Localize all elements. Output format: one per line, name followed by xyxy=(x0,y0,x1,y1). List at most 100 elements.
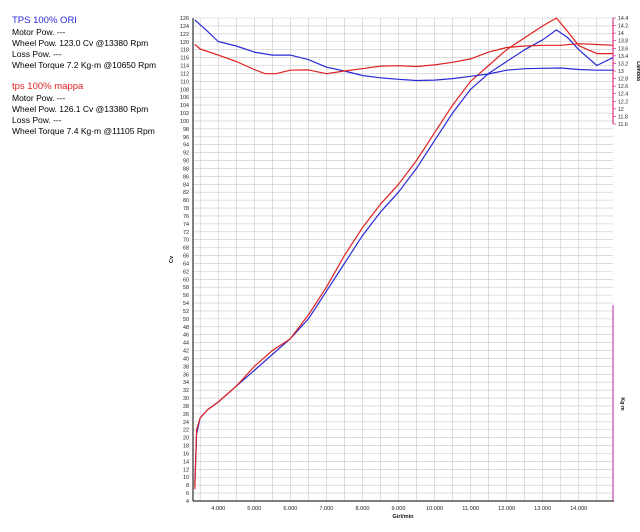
y-tick-label: 54 xyxy=(183,301,189,307)
legend-mappa: tps 100% mappa Motor Pow. --- Wheel Pow.… xyxy=(12,80,155,137)
x-tick-label: 8.000 xyxy=(355,506,369,512)
y-tick-label: 40 xyxy=(183,356,189,362)
y-tick-label: 8 xyxy=(186,483,189,489)
y-tick-label: 62 xyxy=(183,269,189,275)
legend-mappa-motor-pow: Motor Pow. --- xyxy=(12,93,66,103)
y-tick-label: 4 xyxy=(186,499,189,505)
y-tick-label: 20 xyxy=(183,436,189,442)
lambda-tick-label: 13.2 xyxy=(618,61,628,67)
y-tick-label: 6 xyxy=(186,491,189,497)
lambda-tick-label: 12.2 xyxy=(618,99,628,105)
y-tick-label: 106 xyxy=(180,95,189,101)
y-tick-label: 94 xyxy=(183,143,189,149)
y-tick-label: 22 xyxy=(183,428,189,434)
y-tick-label: 52 xyxy=(183,309,189,315)
plot-background xyxy=(193,18,613,501)
x-tick-label: 5.000 xyxy=(247,506,261,512)
lambda-tick-label: 12.8 xyxy=(618,77,628,83)
lambda-tick-label: 11.6 xyxy=(618,122,628,128)
x-tick-label: 10.000 xyxy=(426,506,443,512)
legend-ori: TPS 100% ORI Motor Pow. --- Wheel Pow. 1… xyxy=(12,14,156,71)
legend-mappa-wheel-torque: Wheel Torque 7.4 Kg·m @11105 Rpm xyxy=(12,126,155,136)
y-tick-label: 18 xyxy=(183,444,189,450)
chart-series xyxy=(194,17,614,490)
y-tick-label: 100 xyxy=(180,119,189,125)
y-tick-label: 28 xyxy=(183,404,189,410)
y-tick-label: 116 xyxy=(180,56,189,62)
y-tick-label: 76 xyxy=(183,214,189,220)
y-axis-label-torque: Kg·m xyxy=(619,397,625,411)
lambda-tick-label: 12.6 xyxy=(618,84,628,90)
legend-ori-motor-pow: Motor Pow. --- xyxy=(12,27,66,37)
y-tick-label: 88 xyxy=(183,166,189,172)
y-tick-label: 70 xyxy=(183,238,189,244)
power-line-mappa xyxy=(194,17,613,490)
lambda-tick-label: 14.4 xyxy=(618,16,628,22)
y-tick-label: 38 xyxy=(183,364,189,370)
lambda-line-mappa xyxy=(194,43,614,75)
y-tick-label: 72 xyxy=(183,230,189,236)
lambda-tick-label: 13.4 xyxy=(618,54,628,60)
y-tick-label: 112 xyxy=(180,71,189,77)
legend-ori-wheel-torque: Wheel Torque 7.2 Kg·m @10650 Rpm xyxy=(12,60,157,70)
x-tick-label: 12.000 xyxy=(498,506,515,512)
x-tick-label: 9.000 xyxy=(391,506,405,512)
y-tick-label: 122 xyxy=(180,32,189,38)
x-tick-label: 4.000 xyxy=(211,506,225,512)
legend-ori-loss-pow: Loss Pow. --- xyxy=(12,49,62,59)
y-tick-label: 36 xyxy=(183,372,189,378)
y-tick-label: 124 xyxy=(180,24,189,30)
y-tick-label: 24 xyxy=(183,420,189,426)
y-tick-label: 16 xyxy=(183,451,189,457)
y-tick-label: 120 xyxy=(180,40,189,46)
chart-grid xyxy=(193,17,613,502)
y-tick-label: 26 xyxy=(183,412,189,418)
y-axis-label-left: Cv xyxy=(169,255,175,263)
x-tick-label: 14.000 xyxy=(570,506,587,512)
y-tick-label: 12 xyxy=(183,467,189,473)
y-tick-label: 66 xyxy=(183,254,189,260)
y-tick-label: 58 xyxy=(183,285,189,291)
lambda-tick-label: 12 xyxy=(618,107,624,113)
lambda-tick-label: 14.2 xyxy=(618,24,628,30)
y-tick-label: 96 xyxy=(183,135,189,141)
y-tick-label: 32 xyxy=(183,388,189,394)
y-tick-label: 44 xyxy=(183,341,189,347)
y-tick-label: 64 xyxy=(183,261,189,267)
y-tick-label: 104 xyxy=(180,103,189,109)
y-tick-label: 78 xyxy=(183,206,189,212)
y-tick-label: 84 xyxy=(183,182,189,188)
legend-mappa-loss-pow: Loss Pow. --- xyxy=(12,115,62,125)
y-tick-label: 98 xyxy=(183,127,189,133)
chart-axes xyxy=(192,17,616,502)
y-tick-label: 110 xyxy=(180,79,189,85)
chart-tick-labels: 4681012141618202224262830323436384042444… xyxy=(169,16,640,520)
y-tick-label: 126 xyxy=(180,16,189,22)
y-tick-label: 30 xyxy=(183,396,189,402)
y-tick-label: 50 xyxy=(183,317,189,323)
y-tick-label: 114 xyxy=(180,64,189,70)
y-tick-label: 86 xyxy=(183,174,189,180)
x-tick-label: 7.000 xyxy=(319,506,333,512)
lambda-tick-label: 12.4 xyxy=(618,92,628,98)
lambda-tick-label: 13.8 xyxy=(618,39,628,45)
y-tick-label: 60 xyxy=(183,277,189,283)
y-tick-label: 118 xyxy=(180,48,189,54)
x-axis-label: Giri/min xyxy=(392,514,414,520)
lambda-tick-label: 13.6 xyxy=(618,46,628,52)
lambda-line-ori xyxy=(194,19,613,82)
y-tick-label: 108 xyxy=(180,87,189,93)
y-tick-label: 90 xyxy=(183,159,189,165)
y-tick-label: 74 xyxy=(183,222,189,228)
y-tick-label: 14 xyxy=(183,459,189,465)
lambda-tick-label: 13 xyxy=(618,69,624,75)
y-tick-label: 42 xyxy=(183,349,189,355)
legend-ori-title: TPS 100% ORI xyxy=(12,15,77,26)
legend-mappa-title: tps 100% mappa xyxy=(12,81,84,92)
y-tick-label: 10 xyxy=(183,475,189,481)
legend-mappa-wheel-pow: Wheel Pow. 126.1 Cv @13380 Rpm xyxy=(12,104,149,114)
y-tick-label: 92 xyxy=(183,151,189,157)
x-tick-label: 6.000 xyxy=(283,506,297,512)
y-tick-label: 80 xyxy=(183,198,189,204)
